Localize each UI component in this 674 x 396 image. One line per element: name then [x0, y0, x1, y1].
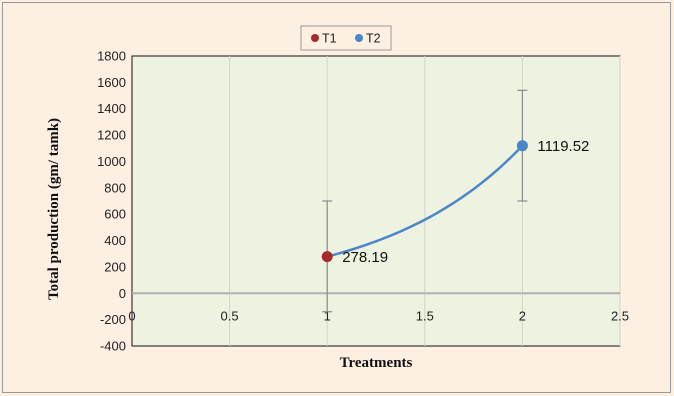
scatter-chart: 180016001400120010008006004002000-200-40… [46, 25, 629, 371]
y-axis-tick-labels: 1800 1600 1400 1200 1000 800 600 400 200 0 -200 -40… [97, 49, 126, 354]
plot-area [131, 55, 621, 347]
data-label-t1: 278.19 [342, 249, 388, 266]
y-tick-label: 1000 [97, 154, 126, 169]
y-tick-label: 1400 [97, 101, 126, 116]
y-tick-label: -200 [100, 312, 126, 327]
data-point-t1 [321, 251, 333, 263]
x-tick-label: 1 [324, 308, 331, 323]
legend-marker-t1 [311, 34, 319, 42]
y-tick-label: 200 [104, 259, 126, 274]
y-tick-label: 400 [104, 233, 126, 248]
y-tick-label: 600 [104, 207, 126, 222]
y-axis-title: Total production (gm/ tamk) [46, 118, 62, 300]
legend: T1 T2 [300, 25, 392, 51]
data-label-t2: 1119.52 [537, 138, 589, 155]
x-tick-label: 2 [519, 308, 526, 323]
trendline [326, 144, 524, 258]
y-tick-label: 800 [104, 180, 126, 195]
x-axis-tick-labels: 0 0.5 1 1.5 2 2.5 [128, 308, 629, 323]
y-tick-label: 1800 [97, 49, 126, 64]
data-labels: 278.19 1119.52 [342, 138, 589, 266]
y-tick-label: -400 [100, 339, 126, 354]
legend-label-t2: T2 [366, 32, 381, 46]
legend-label-t1: T1 [322, 32, 337, 46]
x-tick-label: 0 [128, 308, 135, 323]
y-tick-label: 1600 [97, 75, 126, 90]
y-tick-label: 0 [119, 286, 126, 301]
x-tick-label: 2.5 [611, 308, 629, 323]
data-point-t2 [516, 140, 528, 152]
y-tick-label: 1200 [97, 128, 126, 143]
data-points [321, 140, 528, 263]
x-axis-title: Treatments [340, 355, 413, 371]
x-tick-label: 1.5 [416, 308, 434, 323]
legend-marker-t2 [355, 34, 363, 42]
x-tick-label: 0.5 [221, 308, 239, 323]
